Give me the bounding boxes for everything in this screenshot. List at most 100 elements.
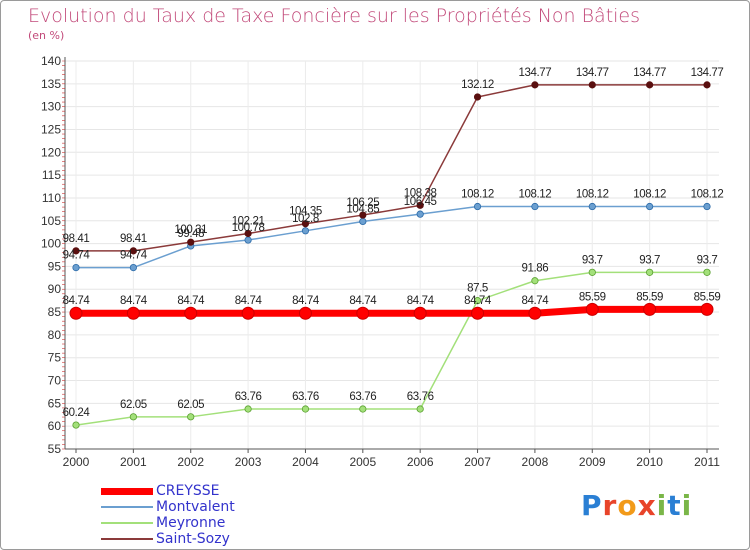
- data-point: [359, 217, 367, 226]
- y-tick-label: 130: [41, 100, 61, 114]
- y-tick-label: 85: [48, 305, 62, 319]
- y-tick-label: 60: [48, 419, 62, 433]
- data-label: 102.21: [232, 216, 265, 228]
- data-point: [646, 202, 654, 211]
- logo-letter: o: [617, 489, 638, 522]
- data-point: [473, 297, 482, 305]
- data-label: 108.12: [519, 189, 552, 201]
- data-point: [298, 306, 312, 320]
- data-label: 63.76: [407, 391, 434, 403]
- data-label: 84.74: [349, 295, 377, 307]
- legend: CREYSSE Montvalent Meyronne Saint-Sozy: [101, 483, 235, 547]
- legend-label: Meyronne: [156, 515, 226, 531]
- chart-title: Evolution du Taux de Taxe Foncière sur l…: [28, 5, 641, 27]
- legend-label: CREYSSE: [156, 483, 220, 499]
- y-tick-label: 80: [48, 328, 62, 342]
- x-tick-label: 2001: [120, 455, 147, 469]
- data-label: 93.7: [639, 254, 660, 266]
- data-label: 106.45: [404, 196, 437, 208]
- x-tick-label: 2009: [579, 455, 606, 469]
- data-label: 93.7: [697, 254, 718, 266]
- x-tick-label: 2002: [177, 455, 204, 469]
- y-tick-label: 65: [48, 396, 62, 410]
- x-tick-label: 2004: [292, 455, 319, 469]
- logo-letter: r: [602, 489, 618, 522]
- legend-swatch: [101, 506, 153, 508]
- data-point: [301, 405, 310, 413]
- data-point: [703, 268, 711, 276]
- y-tick-label: 115: [42, 168, 61, 182]
- data-label: 134.77: [519, 67, 552, 79]
- data-point: [359, 211, 367, 219]
- series-line-creysse: [76, 305, 707, 317]
- data-point: [700, 302, 714, 316]
- legend-item-montvalent: Montvalent: [101, 499, 235, 515]
- data-label: 108.12: [576, 189, 609, 201]
- y-tick-label: 125: [41, 122, 61, 136]
- data-label: 84.74: [522, 295, 550, 307]
- data-label: 63.76: [235, 391, 262, 403]
- data-label: 62.05: [177, 399, 204, 411]
- data-label: 63.76: [349, 391, 376, 403]
- data-label: 84.74: [407, 295, 435, 307]
- y-tick-label: 105: [41, 214, 61, 228]
- data-point: [416, 405, 424, 413]
- data-label: 84.74: [120, 295, 148, 307]
- logo-letter: t: [667, 489, 682, 522]
- legend-item-meyronne: Meyronne: [101, 515, 235, 531]
- y-tick-label: 140: [41, 54, 61, 68]
- data-point: [244, 236, 252, 244]
- data-point: [129, 413, 137, 421]
- data-point: [187, 413, 195, 421]
- x-tick-label: 2007: [464, 455, 491, 469]
- legend-item-creysse: CREYSSE: [101, 483, 235, 499]
- y-tick-label: 120: [41, 145, 61, 159]
- data-point: [528, 306, 542, 320]
- data-point: [416, 201, 424, 209]
- legend-swatch: [101, 522, 153, 524]
- x-tick-label: 2000: [63, 455, 90, 469]
- legend-label: Montvalent: [156, 499, 235, 515]
- data-label: 94.74: [63, 250, 91, 262]
- data-label: 100.78: [232, 222, 265, 234]
- data-label: 99.48: [177, 228, 204, 240]
- legend-swatch: [101, 487, 153, 495]
- data-label: 84.74: [464, 295, 492, 307]
- y-tick-label: 135: [41, 77, 61, 91]
- data-point: [473, 202, 482, 211]
- x-tick-label: 2006: [407, 455, 434, 469]
- data-label: 108.12: [461, 189, 494, 201]
- series-line-meyronne: [75, 271, 707, 426]
- data-point: [646, 81, 654, 89]
- legend-label: Saint-Sozy: [156, 531, 230, 547]
- legend-item-saint-sozy: Saint-Sozy: [101, 531, 235, 547]
- data-label: 91.86: [522, 263, 549, 275]
- x-tick-label: 2008: [522, 455, 549, 469]
- logo-letter: i: [681, 489, 693, 522]
- x-tick-label: 2011: [694, 455, 720, 469]
- data-label: 132.12: [461, 79, 494, 91]
- legend-swatch: [101, 538, 153, 540]
- y-tick-label: 55: [48, 442, 62, 456]
- data-label: 108.12: [691, 189, 724, 201]
- data-point: [588, 202, 596, 211]
- data-point: [531, 81, 539, 89]
- x-tick-label: 2010: [636, 455, 663, 469]
- data-label: 85.59: [636, 291, 663, 303]
- data-point: [126, 306, 140, 320]
- data-point: [244, 405, 252, 413]
- data-label: 62.05: [120, 399, 147, 411]
- data-point: [588, 268, 596, 276]
- series-line-montvalent: [76, 205, 707, 269]
- data-point: [585, 302, 599, 316]
- y-tick-label: 75: [48, 351, 62, 365]
- data-label: 102.8: [292, 213, 319, 225]
- x-tick-label: 2003: [235, 455, 262, 469]
- data-label: 94.74: [120, 250, 148, 262]
- data-label: 85.59: [579, 291, 606, 303]
- data-point: [531, 202, 539, 211]
- data-point: [244, 229, 252, 238]
- data-label: 84.74: [235, 295, 263, 307]
